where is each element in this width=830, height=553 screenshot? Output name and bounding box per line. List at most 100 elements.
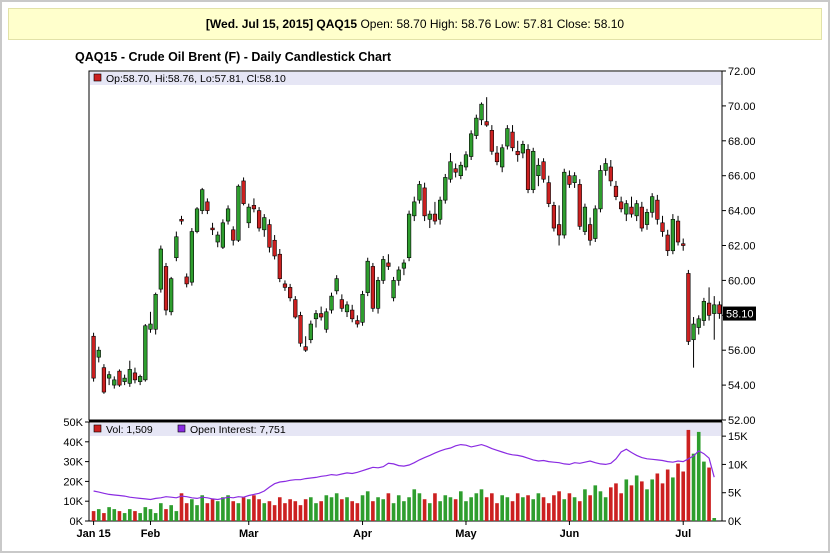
candle-body: [608, 166, 613, 182]
volume-bar: [159, 503, 163, 521]
volume-bar: [712, 518, 717, 521]
oi-tick-label: 0K: [728, 516, 742, 528]
candle-body: [344, 304, 350, 313]
candle-body: [541, 161, 546, 180]
volume-bar: [433, 493, 437, 521]
volume-bar: [303, 499, 308, 521]
volume-bar: [241, 497, 246, 521]
candle-body: [556, 224, 562, 236]
candle-body: [205, 201, 210, 211]
volume-bar: [396, 495, 401, 521]
candle-body: [629, 206, 634, 215]
candle-body: [603, 163, 608, 171]
volume-bar: [614, 483, 618, 521]
volume-bar: [495, 503, 499, 521]
candle-body: [184, 276, 189, 285]
volume-bar: [96, 509, 101, 521]
candle-body: [303, 346, 308, 351]
volume-bar: [324, 495, 329, 521]
volume-bar: [515, 493, 520, 521]
candle-body: [588, 224, 593, 241]
candle-body: [624, 203, 629, 215]
candle-body: [484, 121, 489, 126]
candle-body: [546, 182, 551, 204]
candle-body: [169, 278, 174, 313]
price-tick-label: 72.00: [728, 66, 756, 78]
volume-bar: [107, 507, 111, 521]
volume-bar: [510, 501, 515, 521]
volume-bar: [665, 469, 670, 521]
volume-bar: [526, 495, 530, 521]
price-tick-label: 52.00: [728, 415, 756, 427]
oi-legend-text: Open Interest: 7,751: [190, 424, 286, 436]
candle-body: [639, 206, 644, 229]
open-interest-line: [93, 443, 715, 501]
volume-bar: [381, 499, 386, 521]
volume-bar: [262, 503, 267, 521]
price-tick-label: 64.00: [728, 206, 756, 218]
volume-bar: [412, 489, 417, 521]
volume-panel: 50K 40K 30K 20K 10K 0K 15K 10K 5K 0K Vol: 1,509 Ope…: [63, 417, 748, 528]
volume-bar: [365, 491, 370, 521]
oi-legend-swatch: [177, 424, 186, 433]
volume-bar: [484, 497, 489, 521]
volume-bar: [293, 501, 298, 521]
volume-tick-label: 40K: [63, 437, 83, 449]
candle-body: [510, 131, 515, 149]
volume-bar: [660, 483, 665, 521]
candle-body: [236, 185, 241, 241]
candle-body: [458, 164, 463, 176]
candle-body: [531, 150, 536, 190]
volume-bar: [133, 511, 137, 521]
last-price-label: 58.10: [726, 309, 754, 321]
volume-bar: [246, 499, 251, 521]
candle-body: [443, 177, 448, 201]
candle-body: [220, 222, 225, 248]
volume-bar: [505, 497, 510, 521]
info-low-value: 57.81: [523, 17, 554, 31]
candle-body: [660, 222, 665, 232]
candle-body: [138, 376, 143, 382]
volume-bar: [464, 501, 468, 521]
candle-body: [712, 304, 717, 314]
candle-body: [324, 311, 329, 330]
candle-body: [272, 239, 277, 257]
candle-body: [681, 243, 686, 246]
volume-bar: [598, 491, 603, 521]
volume-bar: [696, 431, 701, 521]
candle-body: [396, 269, 401, 281]
volume-bar: [645, 489, 649, 521]
volume-bar: [531, 499, 536, 521]
candle-body: [427, 213, 432, 220]
volume-bar: [345, 497, 349, 521]
volume-bar: [200, 495, 205, 521]
volume-bar: [386, 493, 391, 521]
volume-bar: [402, 501, 406, 521]
volume-bar: [252, 495, 256, 521]
candle-body: [613, 185, 619, 197]
volume-bar: [469, 497, 473, 521]
x-axis: Jan 15 Feb Mar Apr May Jun Jul: [76, 521, 691, 540]
candle-body: [670, 219, 675, 252]
candle-body: [122, 377, 127, 382]
volume-bar: [360, 495, 365, 521]
candle-body: [215, 234, 220, 243]
volume-bar: [138, 513, 142, 521]
price-tick-label: 68.00: [728, 136, 756, 148]
candle-body: [313, 313, 319, 320]
price-legend-text: Op:58.70, Hi:58.76, Lo:57.81, Cl:58.10: [106, 73, 286, 85]
info-low-label: Low:: [494, 17, 520, 31]
price-plot-area: [88, 70, 723, 421]
candle-body: [675, 220, 681, 243]
candle-body: [200, 189, 205, 211]
volume-bar: [577, 501, 582, 521]
volume-bar: [650, 479, 654, 521]
volume-bar: [624, 479, 629, 521]
volume-bar: [541, 497, 546, 521]
volume-bar: [205, 503, 210, 521]
volume-bar: [391, 503, 396, 521]
candle-body: [500, 147, 505, 168]
volume-tick-label: 50K: [63, 417, 83, 429]
volume-bar: [329, 497, 334, 521]
